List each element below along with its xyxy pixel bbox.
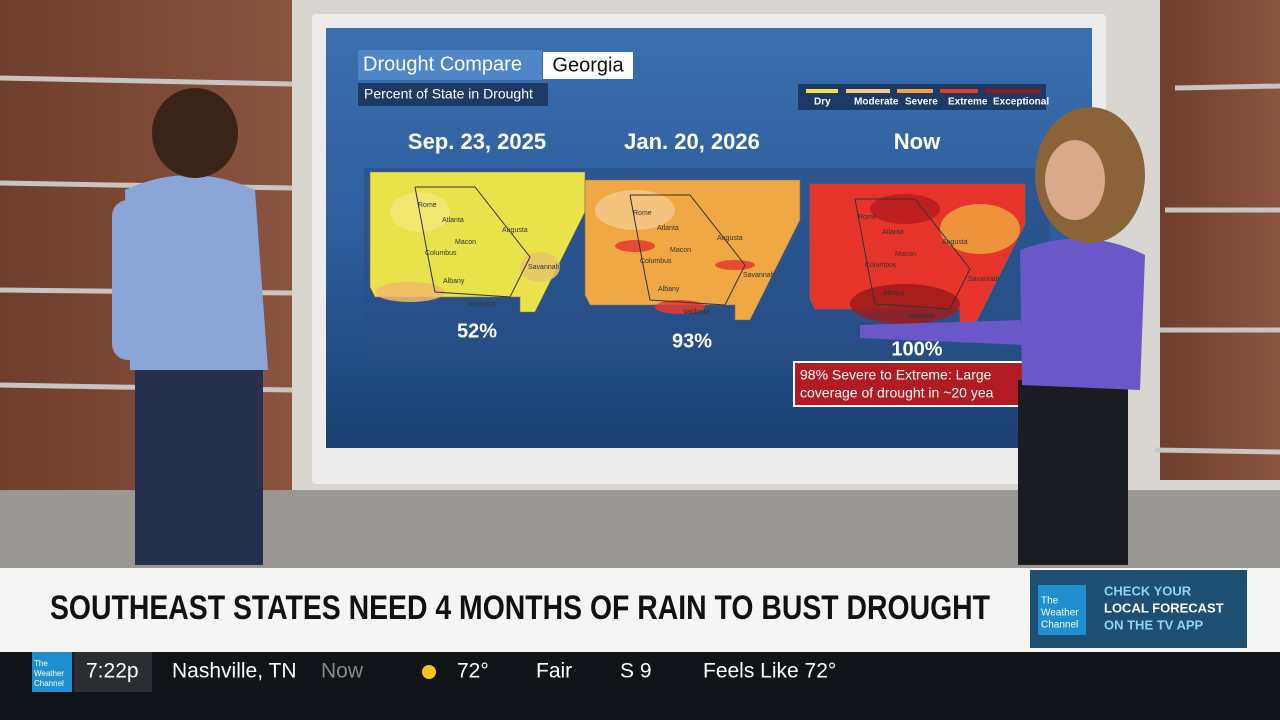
legend-swatch — [897, 89, 933, 93]
sun-icon — [422, 665, 436, 679]
city-label: Valdosta — [468, 301, 495, 308]
panel-percent: 100% — [891, 338, 942, 360]
promo-text: CHECK YOUR — [1104, 583, 1192, 598]
legend-swatch — [846, 89, 890, 93]
ticker-logo: The — [34, 659, 48, 668]
location: Nashville, TN — [172, 660, 296, 683]
city-label: Columbus — [640, 258, 672, 265]
state-border — [854, 198, 971, 310]
city-label: Augusta — [942, 239, 968, 246]
city-label: Atlanta — [882, 229, 904, 236]
drought-area — [940, 204, 1020, 254]
city-label: Savannah — [528, 264, 560, 271]
legend-label: Severe — [905, 97, 938, 108]
state: Georgia — [552, 54, 624, 76]
title-box — [358, 50, 542, 80]
screen-title: Drought Compare — [363, 53, 522, 75]
ticker-logo-box — [32, 652, 72, 692]
presenter-left — [112, 88, 268, 565]
drought-area — [870, 194, 940, 224]
city-label: Albany — [658, 286, 680, 293]
condition: Fair — [536, 660, 572, 683]
city-label: Savannah — [743, 272, 775, 279]
drought-area — [520, 252, 560, 282]
city-label: Columbus — [865, 262, 897, 269]
city-label: Macon — [670, 247, 691, 254]
wood-panel-right — [1160, 0, 1280, 480]
city-label: Atlanta — [442, 217, 464, 224]
legend-swatch — [940, 89, 978, 93]
time: 7:22p — [86, 660, 139, 683]
subtitle: Percent of State in Drought — [364, 86, 533, 102]
feels-like: Feels Like 72° — [703, 660, 836, 683]
city-label: Macon — [895, 251, 916, 258]
city-label: Valdosta — [908, 313, 935, 320]
panels: Sep. 23, 2025 Rome Atlanta Augusta Macon Colu… — [369, 129, 1026, 360]
state-border — [414, 186, 531, 298]
legend-swatch — [985, 89, 1041, 93]
legend-swatch — [806, 89, 838, 93]
city-label: Savannah — [968, 276, 1000, 283]
city-label: Albany — [883, 290, 905, 297]
time-box — [74, 652, 152, 692]
state-border — [629, 194, 746, 306]
panel-date: Jan. 20, 2026 — [624, 129, 760, 154]
promo-logo-box — [1038, 585, 1086, 635]
city-label: Rome — [858, 214, 877, 221]
promo-logo: Weather — [1041, 608, 1079, 619]
panel-date: Sep. 23, 2025 — [408, 129, 546, 154]
panel-date: Now — [894, 129, 941, 154]
legend-label: Extreme — [948, 97, 988, 108]
city-label: Augusta — [502, 227, 528, 234]
city-label: Macon — [455, 239, 476, 246]
subtitle-box — [358, 83, 548, 106]
note-line: 98% Severe to Extreme: Large — [800, 367, 992, 383]
promo-logo: The — [1041, 596, 1059, 607]
headline: SOUTHEAST STATES NEED 4 MONTHS OF RAIN T… — [50, 589, 990, 627]
city-label: Columbus — [425, 250, 457, 257]
legend-label: Exceptional — [993, 97, 1049, 108]
promo-logo: Channel — [1041, 620, 1078, 631]
state-box — [543, 52, 633, 79]
ticker-logo: Weather — [34, 669, 64, 678]
presenter-right — [860, 107, 1145, 565]
drought-area — [655, 300, 705, 314]
city-label: Atlanta — [657, 225, 679, 232]
promo-text: ON THE TV APP — [1104, 617, 1204, 632]
note-line: coverage of drought in ~20 yea — [800, 385, 994, 401]
promo-text: LOCAL FORECAST — [1104, 600, 1224, 615]
city-label: Rome — [418, 202, 437, 209]
city-label: Augusta — [717, 235, 743, 242]
now-label: Now — [321, 660, 364, 683]
drought-area — [850, 284, 960, 324]
legend-label: Dry — [814, 97, 831, 108]
city-label: Albany — [443, 278, 465, 285]
legend-box — [798, 84, 1046, 110]
city-label: Rome — [633, 210, 652, 217]
wind: S 9 — [620, 660, 652, 683]
drought-area — [715, 260, 755, 270]
panel-percent: 93% — [672, 330, 712, 352]
temperature: 72° — [457, 660, 489, 683]
city-label: Valdosta — [683, 309, 710, 316]
drought-area — [375, 282, 445, 302]
drought-area — [615, 240, 655, 252]
ticker-logo: Channel — [34, 679, 64, 688]
ticker — [0, 652, 1280, 720]
legend: Dry Moderate Severe Extreme Exceptional — [806, 89, 1049, 108]
panel-percent: 52% — [457, 320, 497, 342]
drought-area — [595, 190, 675, 230]
legend-label: Moderate — [854, 97, 899, 108]
